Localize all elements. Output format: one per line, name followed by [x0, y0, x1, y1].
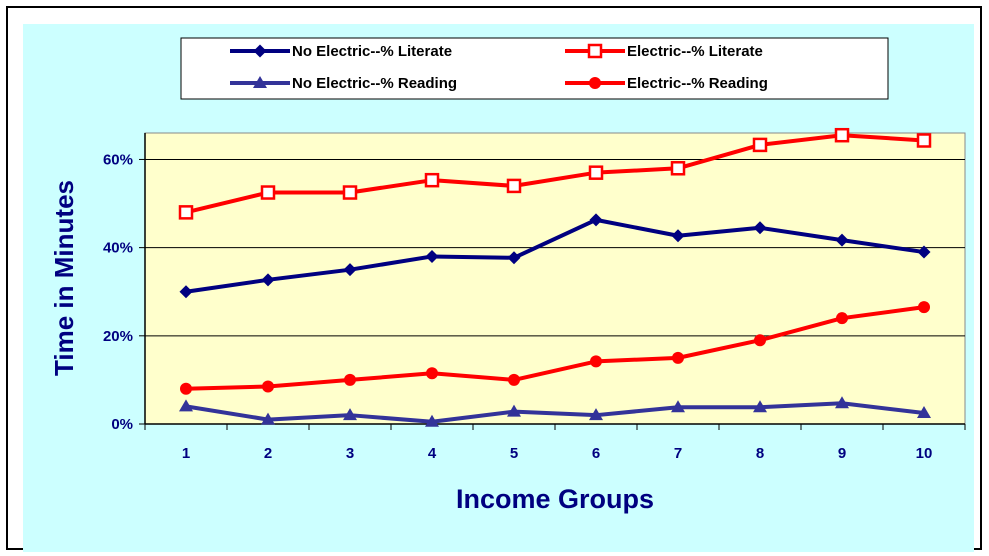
legend-item-3: No Electric--% Reading — [230, 75, 457, 92]
data-point — [754, 334, 766, 347]
data-point — [836, 312, 848, 325]
x-tick-label: 4 — [428, 445, 437, 462]
x-tick-label: 1 — [182, 445, 190, 462]
legend-item-4: Electric--% Reading — [565, 75, 768, 92]
data-point — [672, 351, 684, 364]
data-point — [425, 249, 439, 263]
legend-label: Electric--% Literate — [627, 43, 763, 60]
y-tick-label: 60% — [103, 151, 133, 168]
data-point — [671, 229, 685, 243]
data-point — [343, 263, 357, 277]
data-point — [589, 213, 603, 227]
series-layer — [178, 127, 932, 427]
x-tick-label: 9 — [838, 445, 846, 462]
legend-swatch-marker — [253, 44, 267, 58]
x-tick-label: 10 — [916, 445, 933, 462]
series-4 — [180, 301, 930, 395]
legend-label: No Electric--% Reading — [292, 75, 457, 92]
y-axis-title: Time in Minutes — [49, 180, 79, 376]
data-point — [589, 408, 603, 421]
data-point — [424, 172, 440, 188]
series-line — [185, 305, 925, 391]
x-axis-ticks: 1 2 3 4 5 6 7 8 9 10 — [144, 424, 966, 462]
series-2 — [178, 127, 932, 220]
data-point — [917, 245, 931, 259]
series-3 — [179, 396, 931, 427]
data-point — [671, 400, 685, 413]
series-line — [185, 217, 925, 294]
data-point — [426, 367, 438, 380]
data-point — [834, 127, 850, 143]
data-point — [261, 412, 275, 425]
y-tick-label: 40% — [103, 240, 133, 257]
y-axis-ticks: 0% 20% 40% 60% — [103, 151, 145, 433]
x-tick-label: 3 — [346, 445, 354, 462]
gridlines — [144, 133, 965, 425]
data-point — [261, 273, 275, 287]
data-point — [670, 161, 686, 176]
data-point — [508, 373, 520, 386]
legend-item-1: No Electric--% Literate — [230, 43, 452, 60]
data-point — [506, 178, 522, 194]
x-axis-title: Income Groups — [456, 484, 654, 514]
x-tick-label: 8 — [756, 445, 764, 462]
legend-box — [180, 37, 889, 100]
data-point — [507, 404, 521, 417]
data-point — [753, 400, 767, 413]
data-point — [179, 399, 193, 412]
y-tick-label: 20% — [103, 328, 133, 345]
data-point — [916, 133, 932, 148]
series-line — [185, 133, 925, 215]
x-tick-label: 5 — [510, 445, 518, 462]
data-point — [343, 408, 357, 421]
data-point — [342, 185, 358, 200]
data-point — [507, 251, 521, 265]
y-tick-label: 0% — [111, 416, 133, 433]
legend-swatch-marker — [589, 77, 601, 89]
data-point — [344, 373, 356, 386]
data-point — [753, 221, 767, 235]
data-point — [588, 165, 604, 180]
series-1 — [179, 213, 931, 299]
data-point — [752, 137, 768, 153]
legend-item-2: Electric--% Literate — [565, 43, 763, 60]
data-point — [178, 205, 194, 220]
legend-label: No Electric--% Literate — [292, 43, 452, 60]
x-tick-label: 7 — [674, 445, 682, 462]
data-point — [180, 382, 192, 395]
data-point — [835, 233, 849, 247]
series-line — [185, 401, 925, 424]
data-point — [835, 396, 849, 409]
data-point — [425, 414, 439, 427]
data-point — [590, 355, 602, 368]
data-point — [917, 405, 931, 418]
data-point — [918, 301, 930, 314]
x-tick-label: 6 — [592, 445, 600, 462]
legend-swatch-marker — [253, 76, 267, 88]
legend-swatch-marker — [587, 43, 603, 59]
data-point — [179, 285, 193, 299]
x-tick-label: 2 — [264, 445, 272, 462]
legend: No Electric--% Literate Electric--% Liter… — [180, 37, 889, 100]
data-point — [260, 185, 276, 200]
data-point — [262, 380, 274, 393]
legend-label: Electric--% Reading — [627, 75, 768, 92]
